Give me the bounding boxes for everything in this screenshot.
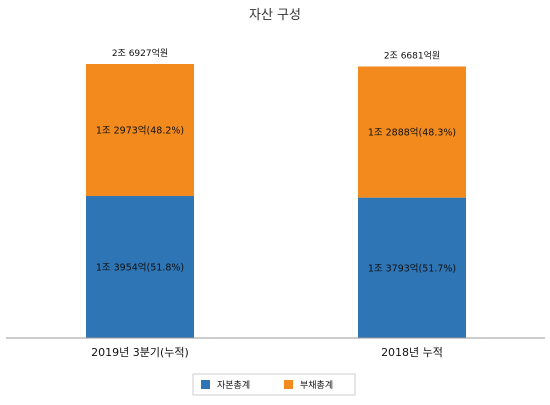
legend-swatch-equity [201,380,210,389]
bars-layer [86,64,466,338]
legend: 자본총계 부채총계 [192,373,356,396]
x-tick-label: 2019년 3분기(누적) [91,346,189,359]
bar-segment-equity [86,196,194,338]
x-tick-label: 2018년 누적 [381,346,443,359]
bar-segment-equity [358,197,466,338]
legend-label-liabilities: 부채총계 [300,379,333,391]
legend-box [192,373,356,396]
legend-label-equity: 자본총계 [217,379,250,391]
labels-layer: 1조 3954억(51.8%) 1조 2973억(48.2%) 2조 6927억원 2… [91,47,456,359]
segment-value-label: 1조 2973억(48.2%) [96,125,184,137]
bar-total-label: 2조 6927억원 [112,47,168,59]
segment-value-label: 1조 3954억(51.8%) [96,262,184,274]
bar-total-label: 2조 6681억원 [384,50,440,62]
segment-value-label: 1조 3793억(51.7%) [368,262,456,274]
bar-segment-liabilities [86,64,194,197]
chart-title: 자산 구성 [249,8,301,23]
segment-value-label: 1조 2888억(48.3%) [368,127,456,139]
bar-segment-liabilities [358,66,466,198]
legend-swatch-liabilities [284,380,293,389]
